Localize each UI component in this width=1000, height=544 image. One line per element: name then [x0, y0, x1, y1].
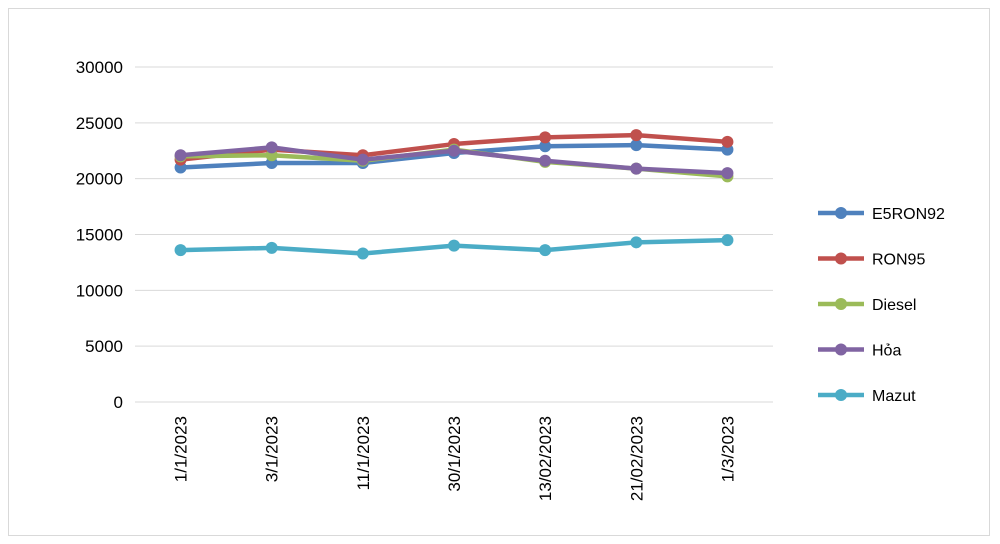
data-point	[356, 153, 369, 166]
legend-label: Hỏa	[872, 343, 901, 360]
x-tick-label: 3/1/2023	[263, 416, 282, 482]
y-tick-label: 20000	[76, 170, 123, 189]
y-tick-label: 5000	[85, 337, 123, 356]
legend-label: Mazut	[872, 388, 916, 405]
legend-marker	[835, 207, 847, 219]
data-point	[539, 244, 552, 257]
data-point	[448, 144, 460, 157]
y-axis-ticks: 0 5000 10000 15000 20000 25000 30000	[76, 58, 123, 412]
data-point	[265, 141, 278, 154]
grid-lines	[135, 66, 773, 403]
data-point	[448, 239, 460, 252]
series-group	[174, 129, 734, 260]
data-point	[630, 162, 643, 175]
data-point	[721, 234, 734, 247]
y-tick-label: 10000	[76, 281, 123, 300]
legend-marker	[835, 389, 847, 401]
legend-marker	[835, 298, 847, 310]
data-point	[721, 167, 734, 180]
x-tick-label: 21/02/2023	[627, 416, 646, 501]
data-point	[630, 139, 643, 152]
data-point	[265, 241, 278, 254]
data-point	[539, 131, 552, 144]
data-point	[630, 236, 643, 249]
x-tick-label: 30/1/2023	[445, 416, 464, 492]
series-3	[174, 141, 734, 180]
data-point	[721, 135, 734, 148]
y-tick-label: 30000	[76, 58, 123, 77]
legend-label: Diesel	[872, 297, 916, 314]
legend-marker	[835, 252, 847, 265]
y-tick-label: 0	[114, 393, 123, 412]
legend: E5RON92 RON95 Diesel Hỏa Mazut	[818, 206, 945, 405]
data-point	[174, 149, 187, 162]
x-tick-label: 1/1/2023	[172, 416, 191, 482]
chart-frame	[8, 8, 990, 536]
y-tick-label: 15000	[76, 226, 123, 245]
x-tick-label: 13/02/2023	[536, 416, 555, 501]
data-point	[539, 154, 552, 167]
x-tick-label: 1/3/2023	[718, 416, 737, 482]
x-tick-label: 11/1/2023	[354, 416, 373, 490]
legend-label: RON95	[872, 252, 925, 269]
data-point	[630, 129, 643, 142]
data-point	[356, 247, 369, 260]
data-point	[174, 244, 187, 257]
y-tick-label: 25000	[76, 114, 123, 133]
legend-label: E5RON92	[872, 206, 945, 223]
x-axis-ticks: 1/1/2023 3/1/2023 11/1/2023 30/1/2023 13/02/…	[172, 416, 738, 501]
series-4	[174, 234, 734, 260]
legend-marker	[835, 343, 847, 356]
data-point	[539, 140, 552, 153]
